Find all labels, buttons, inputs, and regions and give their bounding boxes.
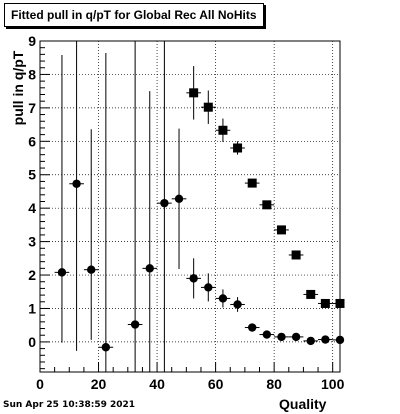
y-tick-label: 2 <box>28 267 36 283</box>
data-point-circle <box>233 300 242 309</box>
data-point-circle <box>174 194 184 204</box>
y-tick-label: 0 <box>28 334 36 350</box>
y-tick-label: 3 <box>28 234 36 250</box>
x-tick-label: 60 <box>208 376 224 392</box>
data-point-square <box>291 250 301 260</box>
data-point-circle <box>130 320 140 329</box>
y-tick-label: 6 <box>28 133 36 149</box>
x-tick-label: 40 <box>149 376 165 392</box>
data-point-square <box>335 298 345 308</box>
x-tick-label: 0 <box>36 376 44 392</box>
data-point-circle <box>87 265 96 274</box>
y-tick-label: 7 <box>28 100 36 116</box>
data-point-circle <box>335 335 345 345</box>
data-point-circle <box>247 323 257 332</box>
data-point-circle <box>57 268 67 277</box>
data-point-square <box>233 143 243 153</box>
data-point-circle <box>72 179 81 188</box>
data-point-circle <box>306 336 315 346</box>
data-point-square <box>276 225 286 235</box>
x-axis-label: Quality <box>279 396 327 412</box>
y-tick-label: 9 <box>28 33 36 49</box>
y-tick-label: 8 <box>28 66 36 82</box>
y-tick-label: 5 <box>28 167 36 183</box>
data-point-circle <box>160 198 169 208</box>
data-point-square <box>320 298 330 308</box>
data-point-circle <box>291 332 301 342</box>
data-point-square <box>189 88 199 98</box>
timestamp: Sun Apr 25 10:38:59 2021 <box>3 400 136 410</box>
data-point-circle <box>321 335 330 344</box>
data-point-square <box>247 178 257 188</box>
data-point-circle <box>218 294 228 303</box>
x-tick-label: 80 <box>266 376 282 392</box>
x-tick-label: 100 <box>321 376 345 392</box>
x-tick-label: 20 <box>91 376 107 392</box>
data-point-circle <box>101 343 111 352</box>
y-axis-label: pull in q/pT <box>10 50 26 126</box>
y-tick-label: 4 <box>28 200 36 216</box>
data-point-circle <box>204 283 213 292</box>
data-point-circle <box>262 330 272 339</box>
data-point-circle <box>277 332 286 342</box>
data-point-square <box>203 102 213 112</box>
data-point-circle <box>189 274 198 283</box>
data-point-square <box>306 289 316 299</box>
chart-title: Fitted pull in q/pT for Global Rec All N… <box>4 3 264 27</box>
data-point-circle <box>145 264 154 273</box>
y-tick-label: 1 <box>28 300 36 316</box>
data-point-square <box>218 125 228 135</box>
data-point-square <box>262 200 272 210</box>
